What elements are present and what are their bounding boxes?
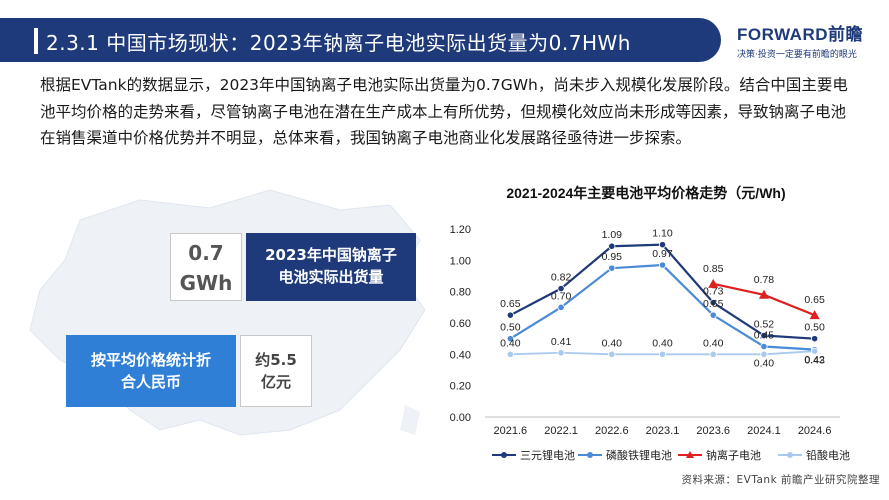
data-label: 1.10 — [652, 228, 673, 240]
y-tick-label: 1.20 — [450, 224, 471, 236]
page-title: 2.3.1 中国市场现状：2023年钠离子电池实际出货量为0.7HWh — [46, 31, 631, 55]
legend-marker — [686, 451, 694, 458]
data-label: 0.42 — [804, 354, 825, 366]
data-point — [608, 264, 616, 272]
data-label: 0.97 — [652, 248, 673, 260]
y-tick-label: 0.40 — [450, 349, 471, 361]
x-tick-label: 2022.6 — [595, 425, 629, 437]
data-label: 0.40 — [500, 337, 521, 349]
data-label: 0.41 — [551, 336, 572, 348]
data-point — [709, 311, 717, 319]
x-tick-label: 2023.1 — [646, 425, 680, 437]
x-tick-label: 2023.6 — [696, 425, 730, 437]
page-header: 2.3.1 中国市场现状：2023年钠离子电池实际出货量为0.7HWh FORW… — [0, 18, 889, 62]
data-label: 0.65 — [804, 294, 825, 306]
data-point — [608, 350, 616, 358]
logo-text: FORWARD前瞻 — [737, 25, 864, 44]
data-label: 0.45 — [754, 330, 775, 342]
legend-label: 三元锂电池 — [520, 448, 575, 462]
legend-marker — [787, 452, 793, 458]
rmb-value-number: 约5.5 — [255, 351, 297, 369]
data-label: 0.40 — [652, 337, 673, 349]
shipment-value-unit: GWh — [179, 271, 233, 295]
rmb-value-unit: 亿元 — [260, 373, 291, 391]
shipment-value: 0.7 GWh — [170, 233, 242, 301]
plot-area: 0.00 0.20 0.40 0.60 0.80 1.00 1.20 2021.6 2022.1… — [450, 224, 850, 462]
data-point — [557, 349, 565, 357]
data-point — [760, 331, 768, 340]
header-accent — [34, 28, 38, 54]
data-label: 1.09 — [602, 229, 623, 241]
chart-title: 2021-2024年主要电池平均价格走势（元/Wh) — [506, 185, 785, 201]
data-label: 0.40 — [602, 337, 623, 349]
shipment-label-line2: 电池实际出货量 — [278, 268, 384, 286]
data-point — [658, 241, 667, 249]
y-tick-label: 0.20 — [450, 381, 471, 393]
x-tick-label: 2024.6 — [798, 425, 832, 437]
data-point — [506, 335, 514, 343]
legend-label: 钠离子电池 — [706, 448, 761, 462]
data-point — [760, 350, 768, 358]
data-label: 0.70 — [551, 290, 572, 302]
shipment-label: 2023年中国钠离子 电池实际出货量 — [246, 233, 416, 301]
legend-label: 铅酸电池 — [806, 448, 850, 462]
data-point-triangle — [708, 278, 719, 288]
y-tick-label: 0.80 — [450, 287, 471, 299]
legend-marker — [587, 452, 593, 458]
data-point — [557, 303, 565, 311]
data-label: 0.82 — [551, 272, 572, 284]
data-point — [811, 335, 819, 343]
shipment-label-line1: 2023年中国钠离子 — [265, 246, 397, 264]
data-label: 0.95 — [602, 251, 623, 263]
rmb-label: 按平均价格统计折 合人民币 — [66, 335, 236, 407]
x-tick-label: 2021.6 — [494, 425, 528, 437]
data-point — [709, 350, 717, 358]
logo-slogan: 决策·投资一定要有前瞻的眼光 — [737, 50, 857, 60]
data-point-triangle — [809, 310, 820, 320]
data-label: 0.40 — [703, 337, 724, 349]
body-paragraph: 根据EVTank的数据显示，2023年中国钠离子电池实际出货量为0.7GWh，尚… — [40, 76, 848, 147]
data-point — [709, 299, 717, 307]
data-label: 0.50 — [500, 322, 521, 334]
data-label: 0.65 — [500, 298, 521, 310]
data-label: 0.73 — [703, 286, 724, 298]
x-tick-label: 2024.1 — [747, 425, 781, 437]
data-point — [760, 342, 768, 351]
y-tick-label: 0.00 — [450, 412, 471, 424]
y-tick-label: 1.00 — [450, 255, 471, 267]
data-point-triangle — [758, 289, 769, 299]
header-bar: 2.3.1 中国市场现状：2023年钠离子电池实际出货量为0.7HWh — [0, 18, 721, 62]
data-point — [506, 350, 514, 358]
data-label: 0.52 — [754, 319, 775, 331]
legend-marker — [501, 452, 507, 458]
shipment-value-number: 0.7 — [188, 241, 224, 265]
data-label: 0.85 — [703, 263, 724, 275]
data-label: 0.43 — [804, 355, 825, 367]
data-point — [811, 347, 819, 355]
data-label: 0.65 — [703, 298, 724, 310]
data-point — [658, 350, 667, 358]
rmb-label-line2: 合人民币 — [120, 373, 181, 391]
data-point — [557, 284, 565, 293]
data-label: 0.78 — [754, 274, 775, 286]
data-point — [506, 311, 514, 319]
rmb-label-line1: 按平均价格统计折 — [90, 351, 211, 369]
data-point — [608, 242, 616, 250]
legend-label: 磷酸铁锂电池 — [606, 448, 672, 462]
data-label: 0.50 — [804, 322, 825, 334]
x-tick-label: 2022.1 — [544, 425, 578, 437]
data-point — [658, 261, 667, 269]
y-tick-label: 0.60 — [450, 318, 471, 330]
brand-logo: FORWARD前瞻 决策·投资一定要有前瞻的眼光 — [737, 20, 887, 60]
source-note: 资料来源：EVTank 前瞻产业研究院整理 — [681, 474, 880, 486]
series-line — [712, 282, 816, 317]
data-label: 0.40 — [754, 357, 775, 369]
rmb-value: 约5.5 亿元 — [240, 335, 312, 407]
